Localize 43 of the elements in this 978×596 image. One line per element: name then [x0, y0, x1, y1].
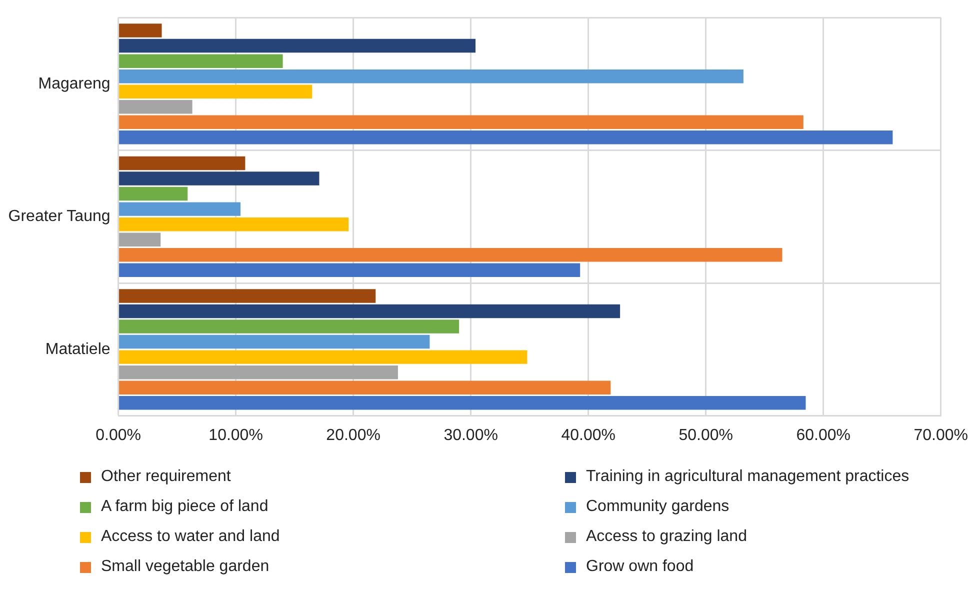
bar	[119, 396, 806, 410]
bar	[119, 320, 460, 334]
bar	[119, 84, 312, 98]
bar	[119, 334, 430, 349]
x-tick-label: 0.00%	[96, 426, 141, 444]
bar	[119, 186, 188, 201]
legend-label: Other requirement	[101, 468, 231, 486]
x-tick-label: 40.00%	[561, 426, 616, 444]
bar	[119, 217, 349, 232]
x-tick-label: 60.00%	[796, 426, 850, 444]
legend-label: Grow own food	[586, 558, 694, 576]
x-tick-label: 70.00%	[914, 426, 968, 444]
bar	[119, 365, 398, 380]
legend-label: A farm big piece of land	[101, 498, 268, 516]
bar	[119, 69, 744, 84]
bar	[119, 289, 376, 303]
legend-label: Small vegetable garden	[101, 558, 270, 576]
bar	[119, 248, 782, 262]
bar	[119, 115, 804, 129]
x-tick-label: 50.00%	[678, 426, 733, 444]
bar	[119, 130, 893, 144]
y-tick-label: Greater Taung	[8, 208, 110, 226]
x-tick-label: 30.00%	[444, 426, 498, 444]
legend-label: Training in agricultural management practices	[586, 468, 910, 486]
bar	[119, 380, 611, 394]
x-tick-label: 20.00%	[326, 426, 380, 444]
bar	[119, 172, 320, 186]
bar	[119, 24, 162, 38]
bar	[119, 100, 192, 114]
y-tick-label: Matatiele	[45, 340, 110, 358]
y-tick-label: Magareng	[38, 75, 110, 92]
legend-label: Community gardens	[586, 498, 730, 516]
bar	[119, 156, 246, 170]
legend-label: Access to water and land	[101, 528, 280, 546]
x-tick-label: 10.00%	[208, 426, 263, 444]
bar	[119, 38, 476, 53]
bar	[119, 350, 528, 364]
bar	[119, 304, 620, 318]
legend-label: Access to grazing land	[586, 528, 747, 546]
bar	[119, 263, 580, 277]
bar	[119, 54, 283, 68]
bar	[119, 202, 240, 216]
bar	[119, 232, 161, 246]
